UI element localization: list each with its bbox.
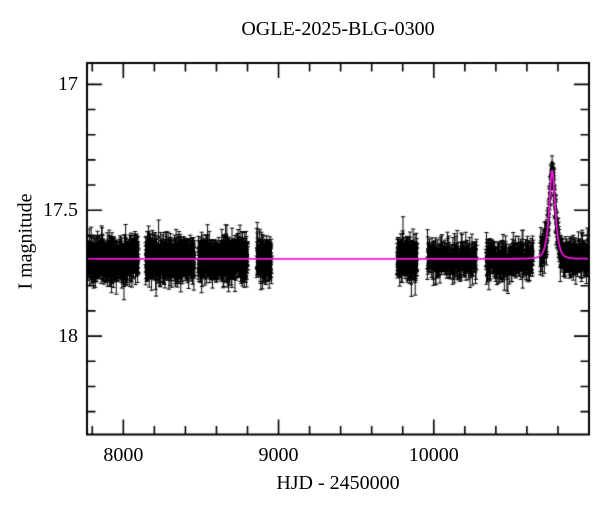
y-axis-label: I magnitude: [14, 193, 37, 290]
x-tick-label: 8000: [103, 444, 144, 466]
y-tick-label: 18: [58, 325, 78, 348]
x-axis-label: HJD - 2450000: [276, 472, 400, 494]
plot-title: OGLE-2025-BLG-0300: [241, 18, 435, 40]
x-tick-label: 9000: [258, 444, 299, 466]
y-tick-label: 17: [58, 73, 78, 96]
y-tick-label: 17.5: [43, 199, 78, 222]
x-tick-label: 10000: [408, 444, 459, 466]
